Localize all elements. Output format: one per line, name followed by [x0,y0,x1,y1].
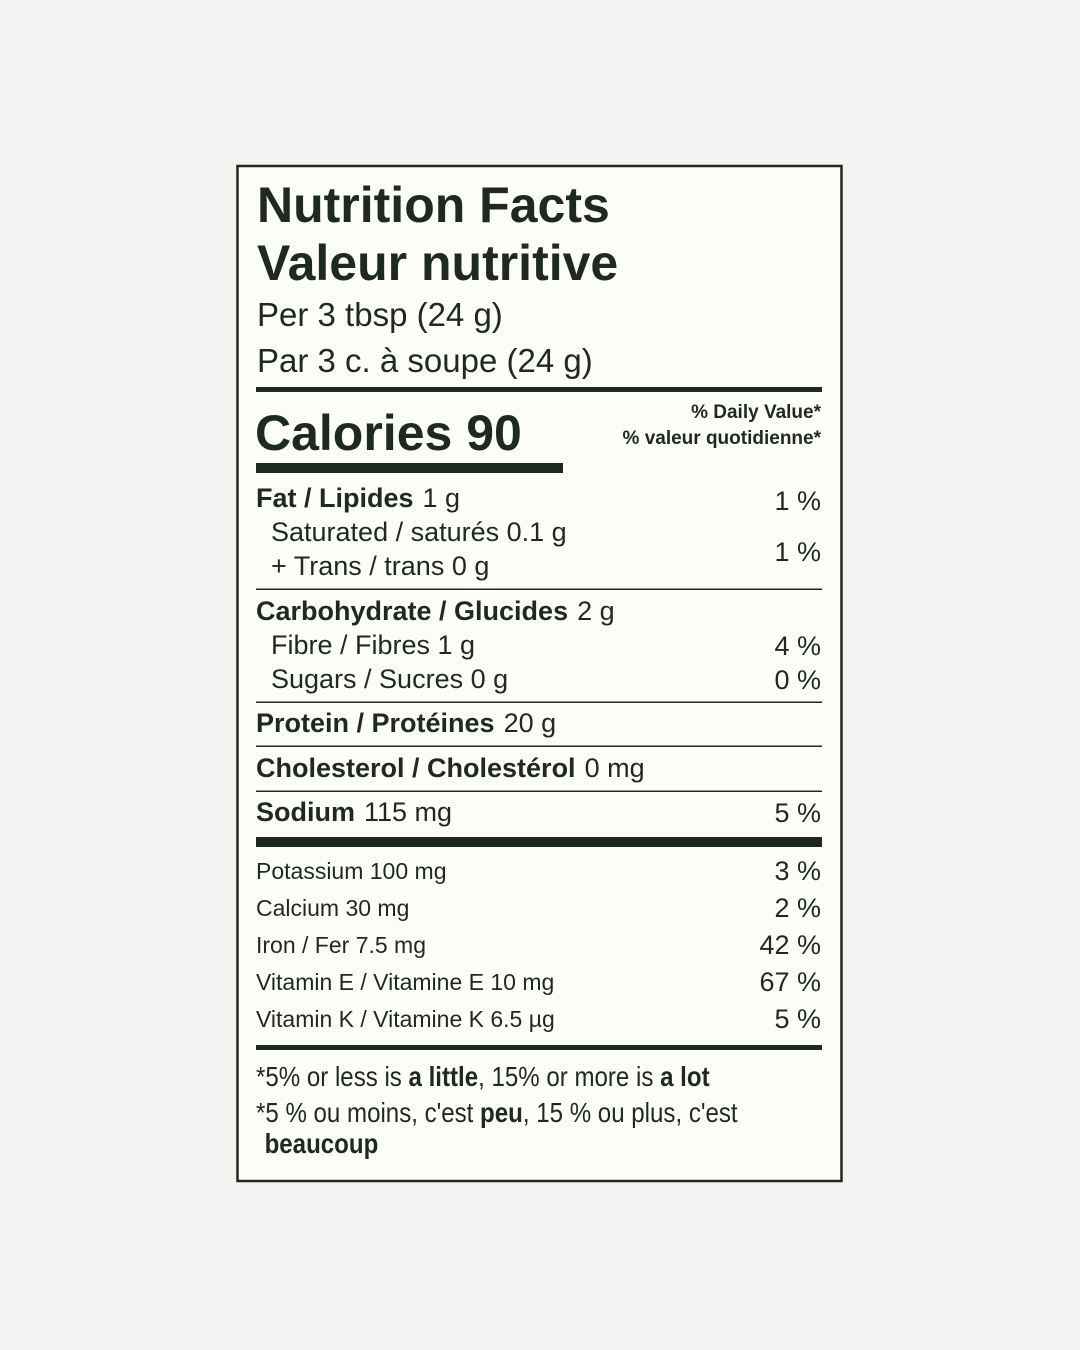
rule [256,463,563,473]
nutrient-name: Fat / Lipides [256,483,414,513]
mineral-dv: 2 % [774,893,821,923]
mineral: Iron / Fer 7.5 mg [256,932,426,958]
nutrient-amount: 115 mg [364,797,452,827]
rule [256,588,822,590]
dv-header-en: % Daily Value* [691,402,822,423]
sodium-dv: 5 % [774,798,821,828]
nutrient-name: Carbohydrate / Glucides [256,596,568,626]
sugars-dv: 0 % [774,665,821,695]
footnote: *5% or less is a little, 15% or more is … [256,1060,738,1159]
mineral: Vitamin K / Vitamine K 6.5 µg [256,1006,555,1032]
mineral: Calcium 30 mg [256,895,409,921]
footnote-emphasis: beaucoup [265,1127,379,1159]
nutrient-amount: 0 mg [585,753,645,783]
nutrient-amount: 1 g [423,483,461,513]
saturated: Saturated / saturés 0.1 g [271,517,567,547]
fibre: Fibre / Fibres 1 g [271,630,475,660]
nutrient-name: Protein / Protéines [256,708,495,738]
dv-header-fr: % valeur quotidienne* [623,428,822,449]
minerals: Potassium 100 mg 3 % Calcium 30 mg 2 % Iron … [256,856,821,1034]
footnote-text: , 15% or more is [478,1060,660,1092]
cholesterol: Cholesterol / Cholestérol 0 mg [256,753,645,783]
calories: Calories 90 [255,405,522,461]
rule [256,701,822,703]
trans: + Trans / trans 0 g [271,551,489,581]
rule [256,1045,822,1050]
footnote-en: *5% or less is a little, 15% or more is … [256,1060,710,1092]
carbohydrate: Carbohydrate / Glucides 2 g [256,596,615,626]
footnote-text: , 15 % ou plus, c'est [523,1096,738,1128]
fat: Fat / Lipides 1 g [256,483,460,513]
footnote-text: *5% or less is [256,1060,409,1092]
nutrient-name: Cholesterol / Cholestérol [256,753,576,783]
fat-dv: 1 % [774,486,821,516]
mineral-dv: 42 % [759,930,821,960]
rule [256,387,822,392]
nutrient-amount: 20 g [504,708,557,738]
rule [256,745,822,747]
title-en: Nutrition Facts [257,177,610,233]
serving-fr: Par 3 c. à soupe (24 g) [257,342,593,379]
mineral: Potassium 100 mg [256,858,446,884]
mineral-dv: 3 % [774,856,821,886]
mineral-dv: 5 % [774,1004,821,1034]
title-fr: Valeur nutritive [257,235,618,291]
footnote-fr: *5 % ou moins, c'est peu, 15 % ou plus, … [256,1096,738,1128]
sodium: Sodium 115 mg [256,797,452,827]
label-box [236,164,843,1183]
nutrient-name: Sodium [256,797,355,827]
footnote-text: *5 % ou moins, c'est [256,1096,480,1128]
protein: Protein / Protéines 20 g [256,708,556,738]
sugars: Sugars / Sucres 0 g [271,664,508,694]
footnote-emphasis: a lot [660,1060,710,1092]
sat-trans-dv: 1 % [774,537,821,567]
footnote-emphasis: a little [409,1060,479,1092]
mineral-dv: 67 % [759,967,821,997]
rule [256,790,822,792]
footnote-emphasis: peu [480,1096,523,1128]
nutrient-amount: 2 g [577,596,615,626]
rule [256,837,822,847]
fibre-dv: 4 % [774,631,821,661]
serving-en: Per 3 tbsp (24 g) [257,296,503,333]
mineral: Vitamin E / Vitamine E 10 mg [256,969,554,995]
